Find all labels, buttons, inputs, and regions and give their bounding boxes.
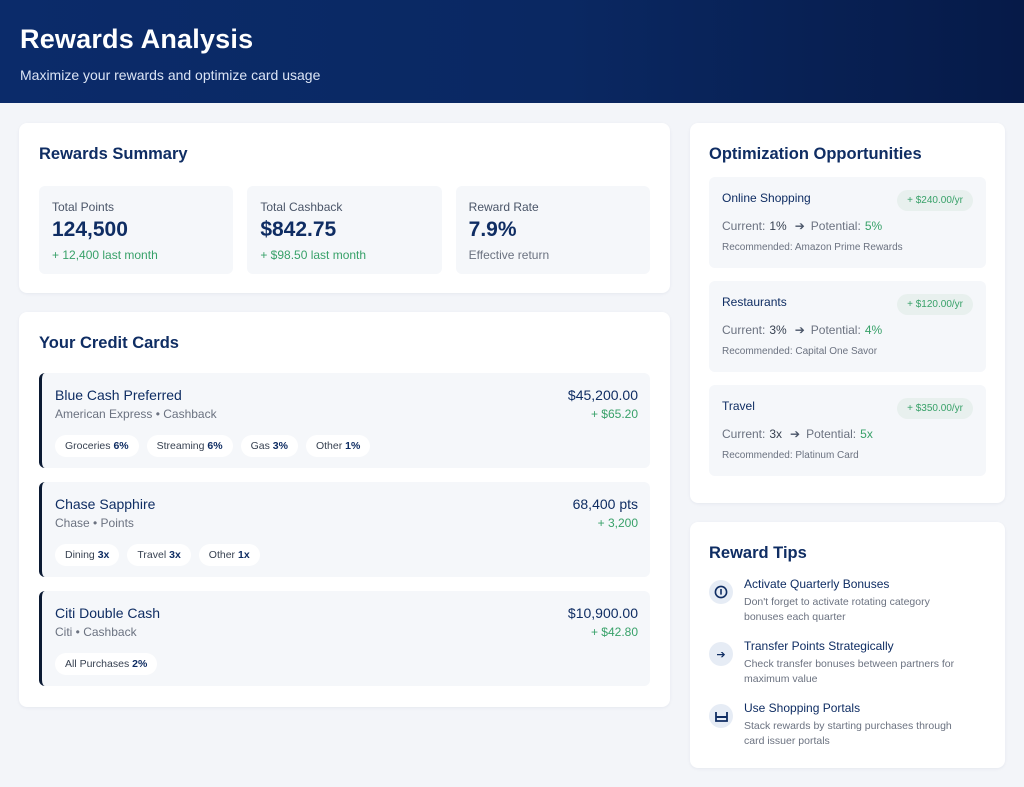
reward-tips-title: Reward Tips [709,544,807,562]
card-amount: 68,400 pts [572,496,638,512]
opportunity-name: Restaurants [722,295,787,309]
card-earned: + 3,200 [597,516,638,530]
stat-label: Total Cashback [260,200,343,214]
recommendation: Recommended: Platinum Card [722,450,859,461]
reward-tips-panel: Reward Tips Activate Quarterly Bonuses D… [690,522,1005,768]
stat-label: Reward Rate [468,200,539,214]
arrow-right-icon: ➔ [794,219,805,233]
card-amount: $10,900.00 [567,605,638,621]
info-icon [709,580,733,604]
card-amount: $45,200.00 [567,387,638,403]
shopping-bag-icon [709,704,733,728]
optimization-panel: Optimization Opportunities Online Shoppi… [690,123,1005,503]
category-pill: Gas 3% [240,435,298,457]
category-pill: All Purchases 2% [55,653,158,675]
rate-comparison: Current: 3x ➔ Potential: 5x [722,427,873,441]
tip-item: Use Shopping Portals Stack rewards by st… [709,701,986,749]
tip-title: Activate Quarterly Bonuses [744,577,890,591]
category-pill: Other 1x [198,544,260,566]
credit-card-item[interactable]: Citi Double Cash Citi • Cashback $10,900… [39,591,650,686]
opportunity-item[interactable]: Online Shopping + $240.00/yr Current: 1% ➔… [709,177,986,268]
card-earned: + $42.80 [590,625,638,639]
opportunity-name: Travel [722,399,755,413]
credit-card-item[interactable]: Blue Cash Preferred American Express • C… [39,373,650,468]
recommendation: Recommended: Capital One Savor [722,346,878,357]
category-pill: Other 1% [305,435,371,457]
savings-badge: + $240.00/yr [897,190,973,211]
savings-badge: + $120.00/yr [897,294,973,315]
stat-value: 124,500 [52,218,128,241]
stat-reward-rate: Reward Rate 7.9% Effective return [455,186,650,274]
page-header: Rewards Analysis Maximize your rewards a… [0,0,1024,103]
card-issuer: Citi • Cashback [55,625,137,639]
category-pill: Dining 3x [55,544,120,566]
rewards-summary-panel: Rewards Summary Total Points 124,500 + 1… [19,123,670,293]
page-title: Rewards Analysis [20,24,254,54]
savings-badge: + $350.00/yr [897,398,973,419]
stat-total-cashback: Total Cashback $842.75 + $98.50 last mon… [247,186,442,274]
stat-label: Total Points [52,200,115,214]
rate-comparison: Current: 3% ➔ Potential: 4% [722,323,883,337]
category-pill: Travel 3x [127,544,191,566]
credit-card-item[interactable]: Chase Sapphire Chase • Points 68,400 pts… [39,482,650,577]
page-subtitle: Maximize your rewards and optimize card … [20,67,321,83]
arrow-right-icon: ➔ [794,323,805,337]
stat-change: + $98.50 last month [260,248,367,262]
card-name: Blue Cash Preferred [55,387,182,403]
card-issuer: American Express • Cashback [55,407,217,421]
tip-description: Check transfer bonuses between partners … [744,658,955,685]
card-name: Citi Double Cash [55,605,161,621]
credit-cards-panel: Your Credit Cards Blue Cash Preferred Am… [19,312,670,707]
stat-change: + 12,400 last month [52,248,158,262]
tip-description: Stack rewards by starting purchases thro… [744,720,952,747]
tip-description: Don't forget to activate rotating catego… [744,596,930,623]
category-pill: Streaming 6% [146,435,233,457]
rate-comparison: Current: 1% ➔ Potential: 5% [722,219,883,233]
opportunity-name: Online Shopping [722,191,811,205]
optimization-title: Optimization Opportunities [709,145,922,163]
stat-total-points: Total Points 124,500 + 12,400 last month [39,186,234,274]
opportunity-item[interactable]: Travel + $350.00/yr Current: 3x ➔ Potential… [709,385,986,476]
tip-title: Use Shopping Portals [744,701,861,715]
tip-item: ➔ Transfer Points Strategically Check tr… [709,639,986,687]
arrow-right-icon: ➔ [709,642,733,666]
rewards-summary-title: Rewards Summary [39,145,188,163]
card-earned: + $65.20 [590,407,638,421]
tip-item: Activate Quarterly Bonuses Don't forget … [709,577,986,625]
card-name: Chase Sapphire [55,496,156,512]
stat-value: $842.75 [260,218,337,241]
stat-value: 7.9% [468,218,517,241]
tip-title: Transfer Points Strategically [744,639,894,653]
card-issuer: Chase • Points [55,516,134,530]
credit-cards-title: Your Credit Cards [39,334,179,352]
stat-note: Effective return [468,248,550,262]
arrow-right-icon: ➔ [790,427,801,441]
category-pill: Groceries 6% [55,435,139,457]
opportunity-item[interactable]: Restaurants + $120.00/yr Current: 3% ➔ Pote… [709,281,986,372]
recommendation: Recommended: Amazon Prime Rewards [722,242,903,253]
